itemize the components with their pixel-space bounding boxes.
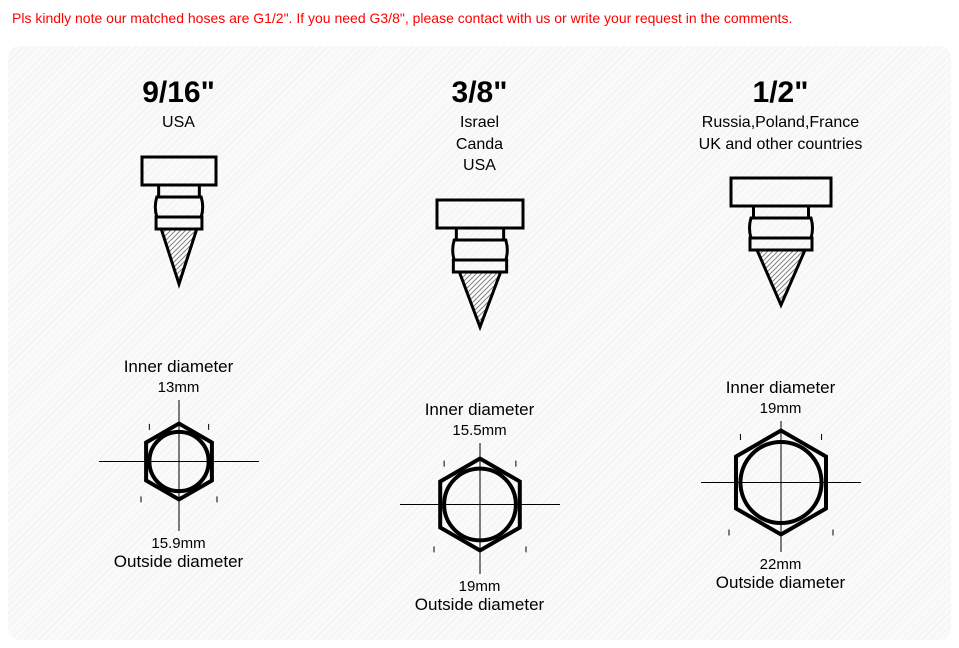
regions-label: IsraelCandaUSA xyxy=(456,112,503,177)
size-title: 1/2" xyxy=(753,76,809,110)
outside-diameter-value: 22mm xyxy=(760,556,802,573)
hose-fitting-diagram xyxy=(410,177,550,370)
hex-nut-diagram xyxy=(99,398,259,533)
inner-diameter-label: Inner diameter xyxy=(726,378,836,398)
region-line: USA xyxy=(162,112,195,134)
nut-dimension-block: Inner diameter 13mm 15.9mmOutside diamete… xyxy=(99,357,259,572)
outside-diameter-label: Outside diameter xyxy=(114,552,243,572)
inner-diameter-label: Inner diameter xyxy=(124,357,234,377)
region-line: Canda xyxy=(456,134,503,156)
outside-diameter-label: Outside diameter xyxy=(415,595,544,615)
connector-column: 1/2"Russia,Poland,FranceUK and other cou… xyxy=(641,76,921,615)
hex-nut-diagram xyxy=(701,419,861,554)
region-line: Russia,Poland,France xyxy=(699,112,863,134)
nut-dimension-block: Inner diameter 19mm 22mmOutside diameter xyxy=(701,378,861,593)
outside-diameter-value: 19mm xyxy=(459,578,501,595)
inner-diameter-value: 13mm xyxy=(158,379,200,396)
inner-diameter-value: 19mm xyxy=(760,400,802,417)
inner-diameter-value: 15.5mm xyxy=(452,422,506,439)
inner-diameter-label: Inner diameter xyxy=(425,400,535,420)
size-title: 3/8" xyxy=(452,76,508,110)
region-line: Israel xyxy=(456,112,503,134)
regions-label: Russia,Poland,FranceUK and other countri… xyxy=(699,112,863,155)
notice-bar: Pls kindly note our matched hoses are G1… xyxy=(0,0,959,38)
outside-diameter-value: 15.9mm xyxy=(151,535,205,552)
connector-column: 9/16"USA Inner diameter 13mm 15.9mmOutsid… xyxy=(39,76,319,615)
hex-nut-diagram xyxy=(400,441,560,576)
hose-fitting-diagram xyxy=(109,134,249,327)
size-title: 9/16" xyxy=(142,76,215,110)
region-line: USA xyxy=(456,155,503,177)
region-line: UK and other countries xyxy=(699,134,863,156)
regions-label: USA xyxy=(162,112,195,134)
connector-column: 3/8"IsraelCandaUSA Inner diameter 15.5mm … xyxy=(340,76,620,615)
connector-columns: 9/16"USA Inner diameter13mm 15.9mmOutsid… xyxy=(28,76,931,615)
outside-diameter-label: Outside diameter xyxy=(716,573,845,593)
hose-fitting-diagram xyxy=(711,155,851,348)
diagram-area: 9/16"USA Inner diameter13mm 15.9mmOutsid… xyxy=(8,46,951,640)
nut-dimension-block: Inner diameter 15.5mm 19mmOutside diamete… xyxy=(400,400,560,615)
notice-text: Pls kindly note our matched hoses are G1… xyxy=(12,10,792,26)
